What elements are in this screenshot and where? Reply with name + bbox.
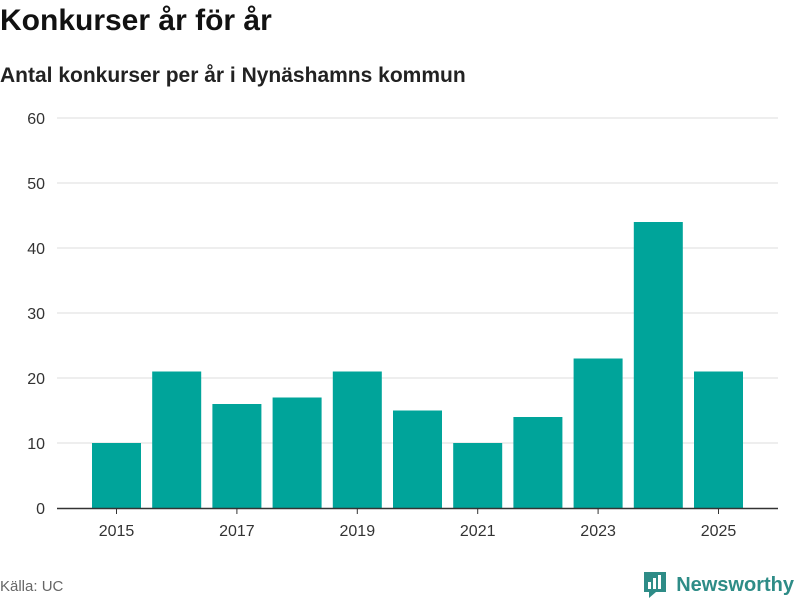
bar-2022 [513,417,563,508]
bar-2017 [212,404,262,508]
axes: 0 10 20 30 40 50 60 2015 2017 2019 2021 2023 2025 [27,111,778,540]
bar-2016 [152,371,202,508]
brand-logo: Newsworthy [642,570,794,600]
x-tick-label: 2023 [580,523,616,540]
x-tick-label: 2017 [219,523,255,540]
x-tick-label: 2019 [340,523,376,540]
bar-2021 [453,443,503,508]
bar-2018 [272,397,322,508]
bars [92,222,743,508]
y-tick-label: 60 [27,111,45,128]
x-tick-label: 2015 [99,523,135,540]
chart-title: Konkurser år för år [0,4,272,37]
x-tick-label: 2025 [701,523,737,540]
y-tick-label: 30 [27,306,45,323]
y-tick-label: 50 [27,176,45,193]
bar-2015 [92,443,141,508]
y-tick-label: 40 [27,241,45,258]
source-note: Källa: UC [0,578,64,595]
chart-subtitle: Antal konkurser per år i Nynäshamns komm… [0,64,466,87]
bar-2020 [393,410,442,508]
bar-2023 [573,358,623,508]
bar-2024 [633,222,683,508]
bar-2025 [694,371,743,508]
y-tick-label: 10 [27,436,45,453]
x-tick-label: 2021 [460,523,496,540]
y-tick-label: 0 [36,501,45,518]
y-tick-label: 20 [27,371,45,388]
brand-name: Newsworthy [676,573,794,596]
bar-2019 [332,371,382,508]
newsworthy-logo-icon [644,572,667,598]
